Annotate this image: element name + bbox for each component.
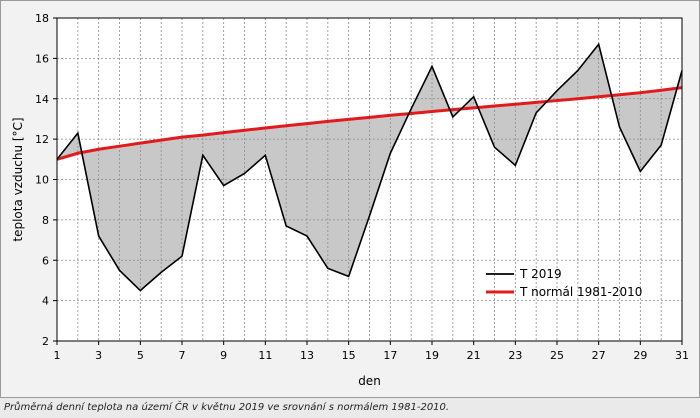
y-tick-label: 18 — [35, 12, 49, 25]
y-tick-label: 16 — [35, 52, 49, 65]
x-axis-label: den — [358, 374, 381, 388]
x-tick-label: 9 — [220, 349, 227, 362]
figure-caption: Průměrná denní teplota na území ČR v kvě… — [0, 398, 700, 418]
legend-label-t2019: T 2019 — [519, 267, 562, 281]
x-tick-label: 11 — [258, 349, 272, 362]
y-tick-label: 2 — [42, 335, 49, 348]
x-tick-label: 7 — [179, 349, 186, 362]
x-tick-label: 17 — [383, 349, 397, 362]
legend-label-normal: T normál 1981-2010 — [519, 285, 642, 299]
y-tick-label: 10 — [35, 174, 49, 187]
x-tick-label: 21 — [467, 349, 481, 362]
x-tick-label: 25 — [550, 349, 564, 362]
x-tick-label: 15 — [342, 349, 356, 362]
x-tick-label: 27 — [592, 349, 606, 362]
y-tick-label: 12 — [35, 133, 49, 146]
y-axis-label: teplota vzduchu [°C] — [11, 117, 25, 241]
x-tick-label: 31 — [675, 349, 689, 362]
x-tick-label: 29 — [633, 349, 647, 362]
x-tick-label: 1 — [54, 349, 61, 362]
y-tick-label: 8 — [42, 214, 49, 227]
x-tick-label: 5 — [137, 349, 144, 362]
y-tick-label: 6 — [42, 254, 49, 267]
x-tick-label: 3 — [95, 349, 102, 362]
series-line-normal — [56, 86, 683, 161]
x-tick-label: 23 — [508, 349, 522, 362]
y-tick-label: 14 — [35, 93, 49, 106]
y-tick-label: 4 — [42, 295, 49, 308]
x-tick-label: 13 — [300, 349, 314, 362]
x-tick-label: 19 — [425, 349, 439, 362]
